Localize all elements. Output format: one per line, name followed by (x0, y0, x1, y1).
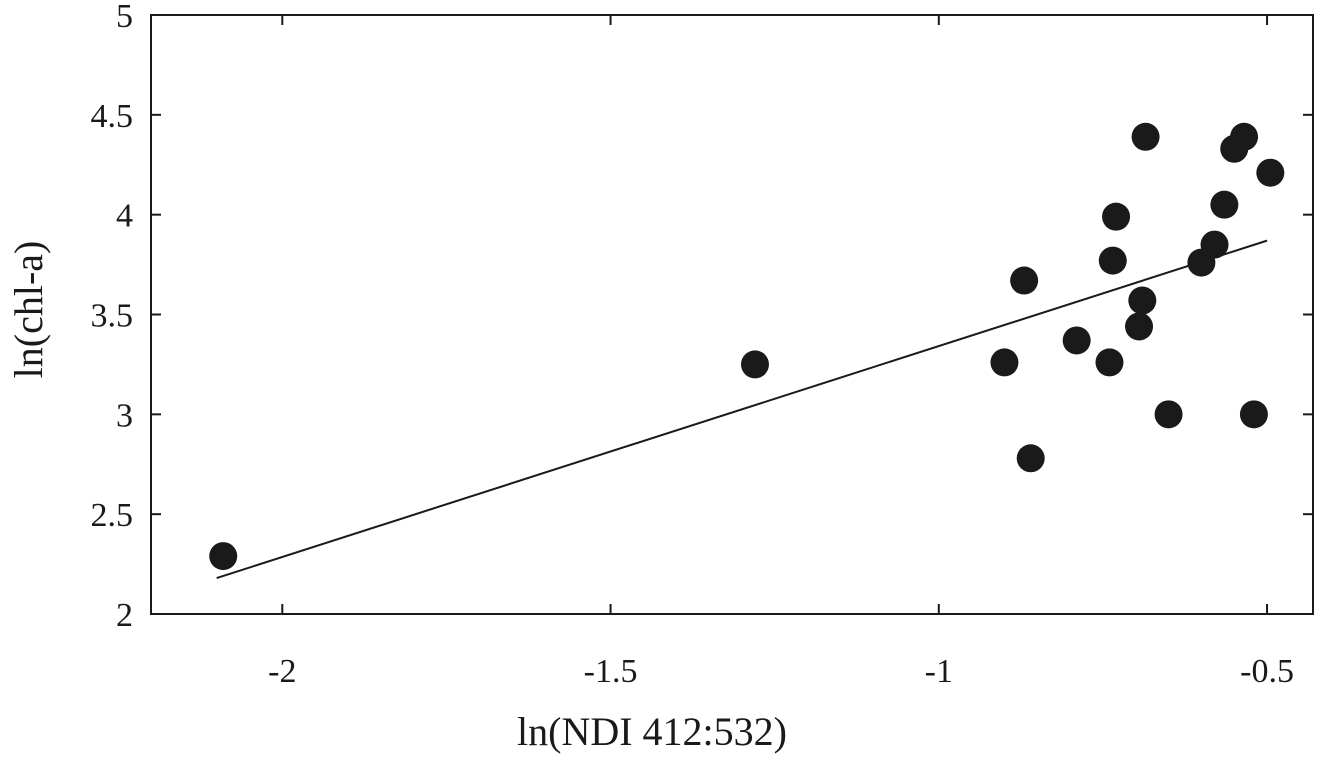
tick-labels: -2 -1.5 -1 -0.5 2 2.5 3 3.5 4 4.5 5 (91, 0, 1294, 690)
data-point (1239, 400, 1268, 429)
y-tick-label: 4 (116, 198, 133, 235)
regression-line (216, 239, 1268, 580)
axis-ticks (151, 14, 1313, 615)
data-point (1102, 202, 1131, 231)
x-tick-label: -1.5 (584, 653, 638, 690)
data-point (1095, 348, 1124, 377)
y-tick-label: 3 (116, 397, 133, 434)
data-point (1128, 286, 1157, 315)
data-point (740, 350, 769, 379)
x-tick-label: -2 (268, 653, 296, 690)
data-points (209, 122, 1285, 571)
data-point (1210, 190, 1239, 219)
data-point (1010, 266, 1039, 295)
x-tick-label: -0.5 (1240, 653, 1294, 690)
y-tick-label: 2.5 (91, 497, 134, 534)
x-axis-label: ln(NDI 412:532) (517, 709, 787, 754)
data-point (1098, 246, 1127, 275)
data-point (1125, 312, 1154, 341)
data-point (209, 542, 238, 571)
y-axis-label: ln(chl-a) (6, 241, 51, 379)
x-tick-label: -1 (925, 653, 953, 690)
y-tick-label: 4.5 (91, 98, 134, 135)
data-point (1200, 230, 1229, 259)
y-tick-label: 3.5 (91, 298, 134, 335)
data-point (1016, 444, 1045, 473)
y-tick-label: 2 (116, 597, 133, 634)
y-tick-label: 5 (116, 0, 133, 35)
data-point (1154, 400, 1183, 429)
data-point (1230, 122, 1259, 151)
data-point (990, 348, 1019, 377)
data-point (1256, 158, 1285, 187)
data-point (1062, 326, 1091, 355)
data-point (1131, 122, 1160, 151)
